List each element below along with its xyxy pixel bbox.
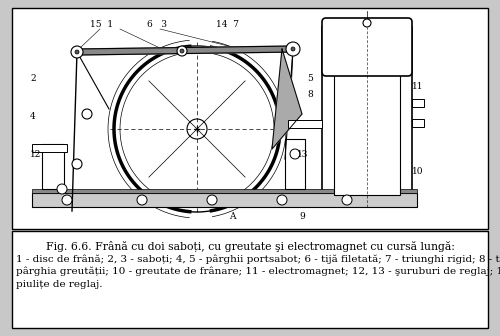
Text: piulițe de reglaj.: piulițe de reglaj. — [16, 280, 102, 289]
Circle shape — [57, 184, 67, 194]
Circle shape — [180, 49, 184, 53]
Circle shape — [290, 149, 300, 159]
Bar — [32, 193, 417, 207]
FancyBboxPatch shape — [322, 18, 412, 76]
Text: 11: 11 — [412, 82, 424, 91]
Bar — [334, 67, 400, 195]
Polygon shape — [77, 46, 295, 55]
Circle shape — [72, 159, 82, 169]
Circle shape — [363, 19, 371, 27]
Text: 2: 2 — [30, 74, 36, 83]
Bar — [42, 144, 64, 189]
Text: 10: 10 — [412, 167, 424, 176]
Text: 14  7: 14 7 — [216, 20, 238, 29]
Text: 5: 5 — [307, 74, 313, 83]
Text: 1 - disc de frână; 2, 3 - saboți; 4, 5 - pârghii portsabot; 6 - tijă filetată; 7: 1 - disc de frână; 2, 3 - saboți; 4, 5 -… — [16, 254, 500, 263]
Bar — [32, 189, 417, 193]
Text: 6   3: 6 3 — [147, 20, 167, 29]
Text: 12: 12 — [30, 150, 42, 159]
Bar — [288, 120, 322, 128]
Circle shape — [82, 109, 92, 119]
Text: 13: 13 — [297, 150, 308, 159]
Text: A: A — [229, 212, 235, 221]
Circle shape — [177, 46, 187, 56]
Bar — [32, 144, 67, 152]
Bar — [12, 231, 488, 328]
Bar — [412, 99, 424, 107]
Text: 4: 4 — [30, 112, 36, 121]
Text: Fig. 6.6. Frână cu doi saboți, cu greutate şi electromagnet cu cursă lungă:: Fig. 6.6. Frână cu doi saboți, cu greuta… — [46, 241, 455, 252]
Text: 9: 9 — [299, 212, 305, 221]
Text: pârghia greutății; 10 - greutate de frânare; 11 - electromagnet; 12, 13 - şurubu: pârghia greutății; 10 - greutate de frân… — [16, 267, 500, 277]
Circle shape — [62, 195, 72, 205]
Circle shape — [277, 195, 287, 205]
Circle shape — [207, 195, 217, 205]
Bar — [12, 8, 488, 229]
Bar — [285, 139, 305, 189]
Bar — [412, 119, 424, 127]
Circle shape — [291, 47, 295, 51]
Text: 15  1: 15 1 — [90, 20, 114, 29]
Circle shape — [75, 50, 79, 54]
Circle shape — [342, 195, 352, 205]
Text: 8: 8 — [307, 90, 313, 99]
Circle shape — [137, 195, 147, 205]
Polygon shape — [272, 49, 302, 149]
Circle shape — [286, 42, 300, 56]
Circle shape — [71, 46, 83, 58]
Bar — [322, 27, 412, 207]
